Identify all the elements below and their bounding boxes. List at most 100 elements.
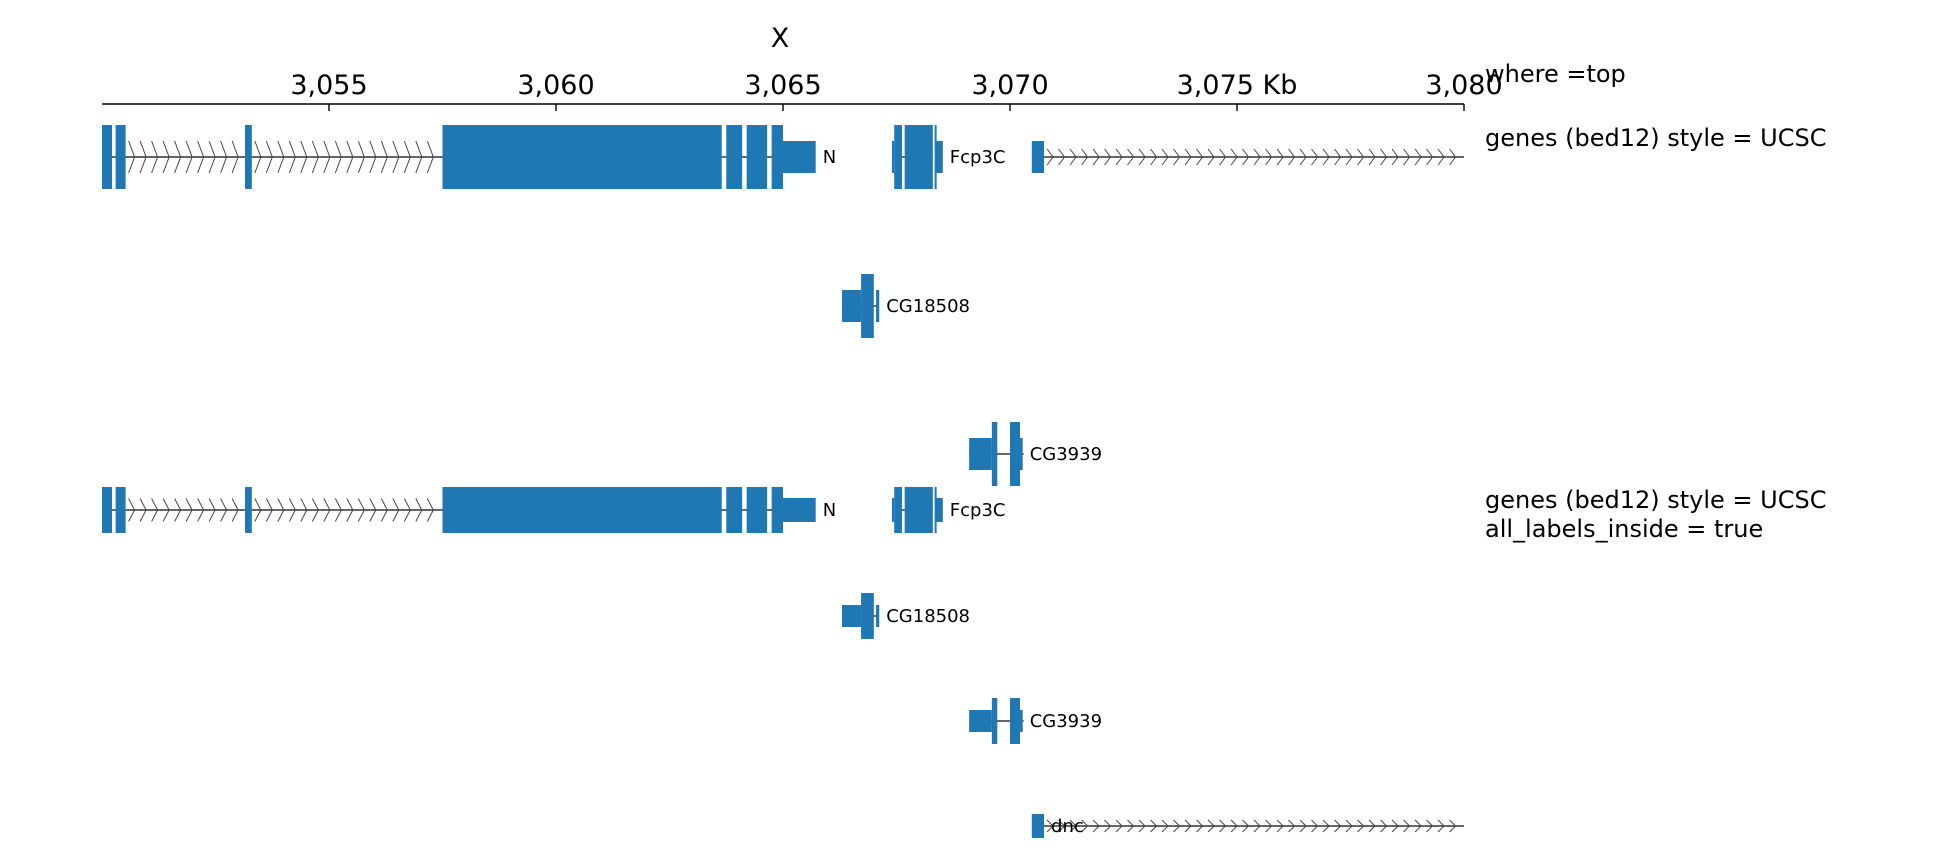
gene-model: dnc: [1031, 814, 1464, 838]
gene-model: [1031, 141, 1464, 173]
strand-chevron: [403, 140, 411, 174]
gene-label: N: [823, 500, 836, 521]
exon-utr: [891, 141, 895, 173]
strand-chevron: [1069, 819, 1077, 833]
exon-coding: [746, 487, 768, 533]
strand-chevron: [1426, 819, 1434, 833]
gene-model: CG3939: [969, 422, 1102, 486]
strand-chevron: [185, 498, 193, 522]
strand-chevron: [1219, 148, 1227, 166]
exon-utr: [1031, 814, 1045, 838]
exon-coding: [102, 125, 112, 189]
exon-utr: [876, 290, 880, 322]
strand-chevron: [265, 498, 273, 522]
strand-chevron: [1242, 819, 1250, 833]
strand-chevron: [208, 498, 216, 522]
strand-chevron: [220, 140, 228, 174]
gene-label: dnc: [1051, 816, 1084, 837]
strand-chevron: [392, 498, 400, 522]
strand-chevron: [1230, 819, 1238, 833]
strand-chevron: [1184, 148, 1192, 166]
exon-coding: [771, 487, 783, 533]
strand-chevron: [1391, 819, 1399, 833]
exon-coding: [1010, 698, 1020, 744]
strand-chevron: [1449, 819, 1457, 833]
strand-chevron: [1127, 819, 1135, 833]
exon-coding: [245, 487, 252, 533]
exon-coding: [894, 125, 902, 189]
strand-chevron: [1322, 148, 1330, 166]
strand-chevron: [311, 140, 319, 174]
strand-chevron: [1414, 819, 1422, 833]
strand-chevron: [380, 498, 388, 522]
exon-coding: [991, 422, 998, 486]
exon-utr: [969, 710, 992, 732]
strand-chevron: [1046, 148, 1054, 166]
strand-chevron: [1334, 819, 1342, 833]
strand-chevron: [1288, 148, 1296, 166]
exon-coding: [245, 125, 252, 189]
strand-chevron: [334, 498, 342, 522]
strand-chevron: [1368, 148, 1376, 166]
track-genes: N Fcp3C CG18508 CG3939: [102, 125, 1464, 486]
track-genes: N Fcp3C CG18508 CG3939 dnc: [102, 487, 1464, 838]
strand-chevron: [369, 498, 377, 522]
strand-chevron: [1230, 148, 1238, 166]
track-title-line-2: all_labels_inside = true: [1485, 515, 1763, 543]
exon-utr: [1019, 710, 1023, 732]
gene-model: Fcp3C: [891, 125, 1006, 189]
exon-utr: [783, 498, 816, 522]
strand-chevron: [220, 498, 228, 522]
strand-chevron: [1265, 148, 1273, 166]
strand-chevron: [1380, 819, 1388, 833]
strand-chevron: [334, 140, 342, 174]
axis-tick-label: 3,080: [1425, 70, 1502, 101]
strand-chevron: [1253, 148, 1261, 166]
axis-tick-label: 3,060: [517, 70, 594, 101]
strand-chevron: [300, 498, 308, 522]
strand-chevron: [346, 140, 354, 174]
strand-chevron: [128, 140, 136, 174]
strand-chevron: [128, 498, 136, 522]
genes-track-ucsc-labels-inside: N Fcp3C CG18508 CG3939 dnc genes (bed12) sty…: [102, 486, 1826, 838]
axis-tick-label: 3,075 Kb: [1177, 70, 1298, 101]
exon-utr: [936, 498, 943, 522]
exon-utr: [1031, 141, 1045, 173]
strand-chevron: [277, 498, 285, 522]
gene-model: CG18508: [842, 274, 970, 338]
strand-chevron: [1219, 819, 1227, 833]
strand-chevron: [1104, 819, 1112, 833]
genes-track-ucsc: N Fcp3C CG18508 CG3939 genes (bed12) style …: [102, 124, 1826, 486]
genomic-axis: X 3,055 3,060 3,065 3,070 3,075 Kb 3,080 wher…: [102, 23, 1626, 111]
strand-chevron: [1299, 819, 1307, 833]
strand-chevron: [162, 498, 170, 522]
strand-chevron: [426, 498, 434, 522]
exon-coding: [102, 487, 112, 533]
gene-model: CG3939: [969, 698, 1102, 744]
strand-chevron: [1196, 148, 1204, 166]
gene-model: Fcp3C: [891, 487, 1006, 533]
strand-chevron: [174, 140, 182, 174]
strand-chevron: [139, 498, 147, 522]
strand-chevron: [151, 140, 159, 174]
strand-chevron: [254, 498, 262, 522]
chromosome-label: X: [771, 23, 790, 54]
strand-chevron: [1345, 148, 1353, 166]
strand-chevron: [1276, 819, 1284, 833]
exon-coding: [442, 487, 722, 533]
strand-chevron: [151, 498, 159, 522]
gene-label: N: [823, 147, 836, 168]
strand-chevron: [1173, 148, 1181, 166]
strand-chevron: [1414, 148, 1422, 166]
gene-label: CG3939: [1030, 711, 1102, 732]
strand-chevron: [1150, 819, 1158, 833]
axis-tick-label: 3,055: [290, 70, 367, 101]
strand-chevron: [426, 140, 434, 174]
gene-label: CG18508: [886, 296, 970, 317]
exon-coding: [771, 125, 783, 189]
strand-chevron: [197, 498, 205, 522]
strand-chevron: [1288, 819, 1296, 833]
exon-coding: [904, 487, 933, 533]
strand-chevron: [185, 140, 193, 174]
strand-chevron: [1127, 148, 1135, 166]
